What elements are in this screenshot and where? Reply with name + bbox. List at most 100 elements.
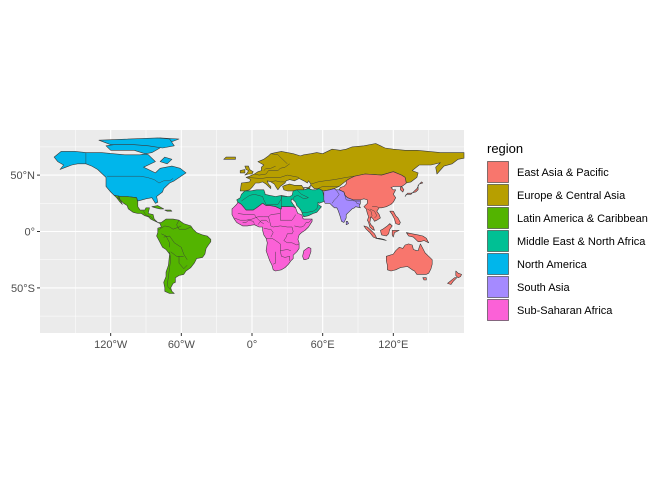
country-border bbox=[257, 219, 269, 225]
legend-item-sub-saharan-africa: Sub-Saharan Africa bbox=[487, 299, 613, 321]
y-tick-label: 0° bbox=[24, 227, 35, 239]
legend-label: Latin America & Caribbean bbox=[517, 213, 648, 225]
region-shape-east-asia-and-pacific bbox=[422, 277, 427, 281]
legend-items: East Asia & Pacific Europe & Central Asia… bbox=[487, 161, 648, 321]
country-border bbox=[355, 200, 361, 205]
legend-item-north-america: North America bbox=[487, 253, 588, 275]
region-shape-east-asia-and-pacific bbox=[389, 210, 401, 225]
region-shape-east-asia-and-pacific bbox=[380, 223, 393, 237]
legend-label: North America bbox=[517, 259, 588, 271]
legend-item-europe-and-central-asia: Europe & Central Asia bbox=[487, 184, 626, 206]
x-axis: 120°W 60°W 0° 60°E 120°E bbox=[94, 333, 408, 351]
region-shape-sub-saharan-africa bbox=[302, 247, 312, 260]
legend-swatch bbox=[487, 230, 509, 252]
x-tick-label: 0° bbox=[247, 339, 258, 351]
x-tick-label: 60°E bbox=[311, 339, 335, 351]
country-border bbox=[166, 251, 171, 291]
country-border bbox=[310, 175, 355, 185]
region-shape-north-america bbox=[53, 137, 187, 204]
legend-item-east-asia-and-pacific: East Asia & Pacific bbox=[487, 161, 609, 183]
legend-swatch bbox=[487, 161, 509, 183]
country-border bbox=[242, 219, 255, 224]
legend-label: East Asia & Pacific bbox=[517, 167, 609, 179]
legend-label: Europe & Central Asia bbox=[517, 190, 626, 202]
region-shape-east-asia-and-pacific bbox=[406, 232, 429, 244]
region-shape-east-asia-and-pacific bbox=[404, 181, 424, 197]
x-tick-label: 120°E bbox=[378, 339, 408, 351]
country-border bbox=[234, 208, 281, 221]
legend-label: Middle East & North Africa bbox=[517, 236, 646, 248]
country-border bbox=[268, 216, 292, 228]
country-border bbox=[246, 174, 300, 179]
region-shape-east-asia-and-pacific bbox=[447, 277, 458, 285]
y-tick-label: 50°N bbox=[10, 170, 35, 182]
region-shape-south-asia bbox=[345, 221, 349, 225]
country-border bbox=[163, 235, 188, 260]
country-border bbox=[281, 196, 288, 207]
region-shape-north-america bbox=[98, 137, 175, 149]
country-border bbox=[280, 213, 296, 221]
region-shape-east-asia-and-pacific bbox=[391, 230, 400, 238]
legend-swatch bbox=[487, 184, 509, 206]
region-shape-latin-america-and-caribbean bbox=[113, 195, 212, 294]
legend-swatch bbox=[487, 253, 509, 275]
x-tick-label: 120°W bbox=[94, 339, 128, 351]
country-border bbox=[143, 211, 154, 220]
legend-title: region bbox=[487, 141, 523, 156]
region-shape-europe-and-central-asia bbox=[223, 156, 236, 160]
country-border bbox=[273, 251, 276, 265]
y-axis: 50°N 0° 50°S bbox=[10, 170, 40, 295]
legend-item-middle-east-and-north-africa: Middle East & North Africa bbox=[487, 230, 646, 252]
country-border bbox=[296, 189, 309, 198]
region-shape-north-america bbox=[159, 156, 173, 165]
country-border bbox=[107, 175, 174, 184]
country-border bbox=[331, 188, 340, 204]
region-shape-europe-and-central-asia bbox=[239, 169, 246, 174]
country-border bbox=[369, 208, 378, 219]
region-shape-east-asia-and-pacific bbox=[375, 238, 387, 241]
country-border bbox=[266, 238, 291, 251]
region-shape-east-asia-and-pacific bbox=[455, 270, 462, 278]
legend: region East Asia & Pacific Europe & Centr… bbox=[487, 141, 648, 321]
country-border bbox=[254, 163, 290, 176]
country-border bbox=[269, 180, 285, 183]
country-border bbox=[176, 220, 191, 230]
region-shape-sub-saharan-africa bbox=[231, 201, 313, 272]
legend-swatch bbox=[487, 276, 509, 298]
region-shape-europe-and-central-asia bbox=[244, 165, 254, 176]
country-border bbox=[317, 186, 340, 189]
country-border bbox=[283, 226, 300, 246]
country-border bbox=[270, 153, 288, 164]
legend-label: Sub-Saharan Africa bbox=[517, 305, 613, 317]
legend-swatch bbox=[487, 299, 509, 321]
country-border bbox=[339, 189, 361, 202]
y-tick-label: 50°S bbox=[11, 283, 35, 295]
region-latin-america-and-caribbean bbox=[113, 195, 212, 294]
country-border bbox=[301, 204, 319, 213]
region-shape-latin-america-and-caribbean bbox=[151, 205, 164, 210]
country-border bbox=[293, 195, 309, 200]
country-border bbox=[161, 233, 170, 248]
region-sub-saharan-africa bbox=[231, 201, 313, 272]
region-shape-latin-america-and-caribbean bbox=[164, 209, 173, 212]
legend-item-south-asia: South Asia bbox=[487, 276, 570, 298]
country-border bbox=[178, 256, 188, 270]
country-border bbox=[237, 213, 264, 224]
country-regions-layer bbox=[53, 137, 465, 294]
country-border bbox=[372, 206, 380, 209]
country-border bbox=[263, 165, 276, 171]
region-europe-and-central-asia bbox=[223, 143, 465, 192]
region-shape-east-asia-and-pacific bbox=[386, 243, 433, 275]
country-border bbox=[241, 194, 265, 202]
country-borders-layer bbox=[85, 152, 380, 291]
country-border bbox=[294, 218, 313, 228]
legend-item-latin-america-and-caribbean: Latin America & Caribbean bbox=[487, 207, 648, 229]
country-border bbox=[280, 250, 290, 261]
region-east-asia-and-pacific bbox=[338, 171, 462, 285]
country-border bbox=[263, 227, 274, 238]
x-tick-label: 60°W bbox=[168, 339, 196, 351]
legend-label: South Asia bbox=[517, 282, 570, 294]
country-border bbox=[157, 225, 182, 231]
country-border bbox=[367, 208, 373, 219]
